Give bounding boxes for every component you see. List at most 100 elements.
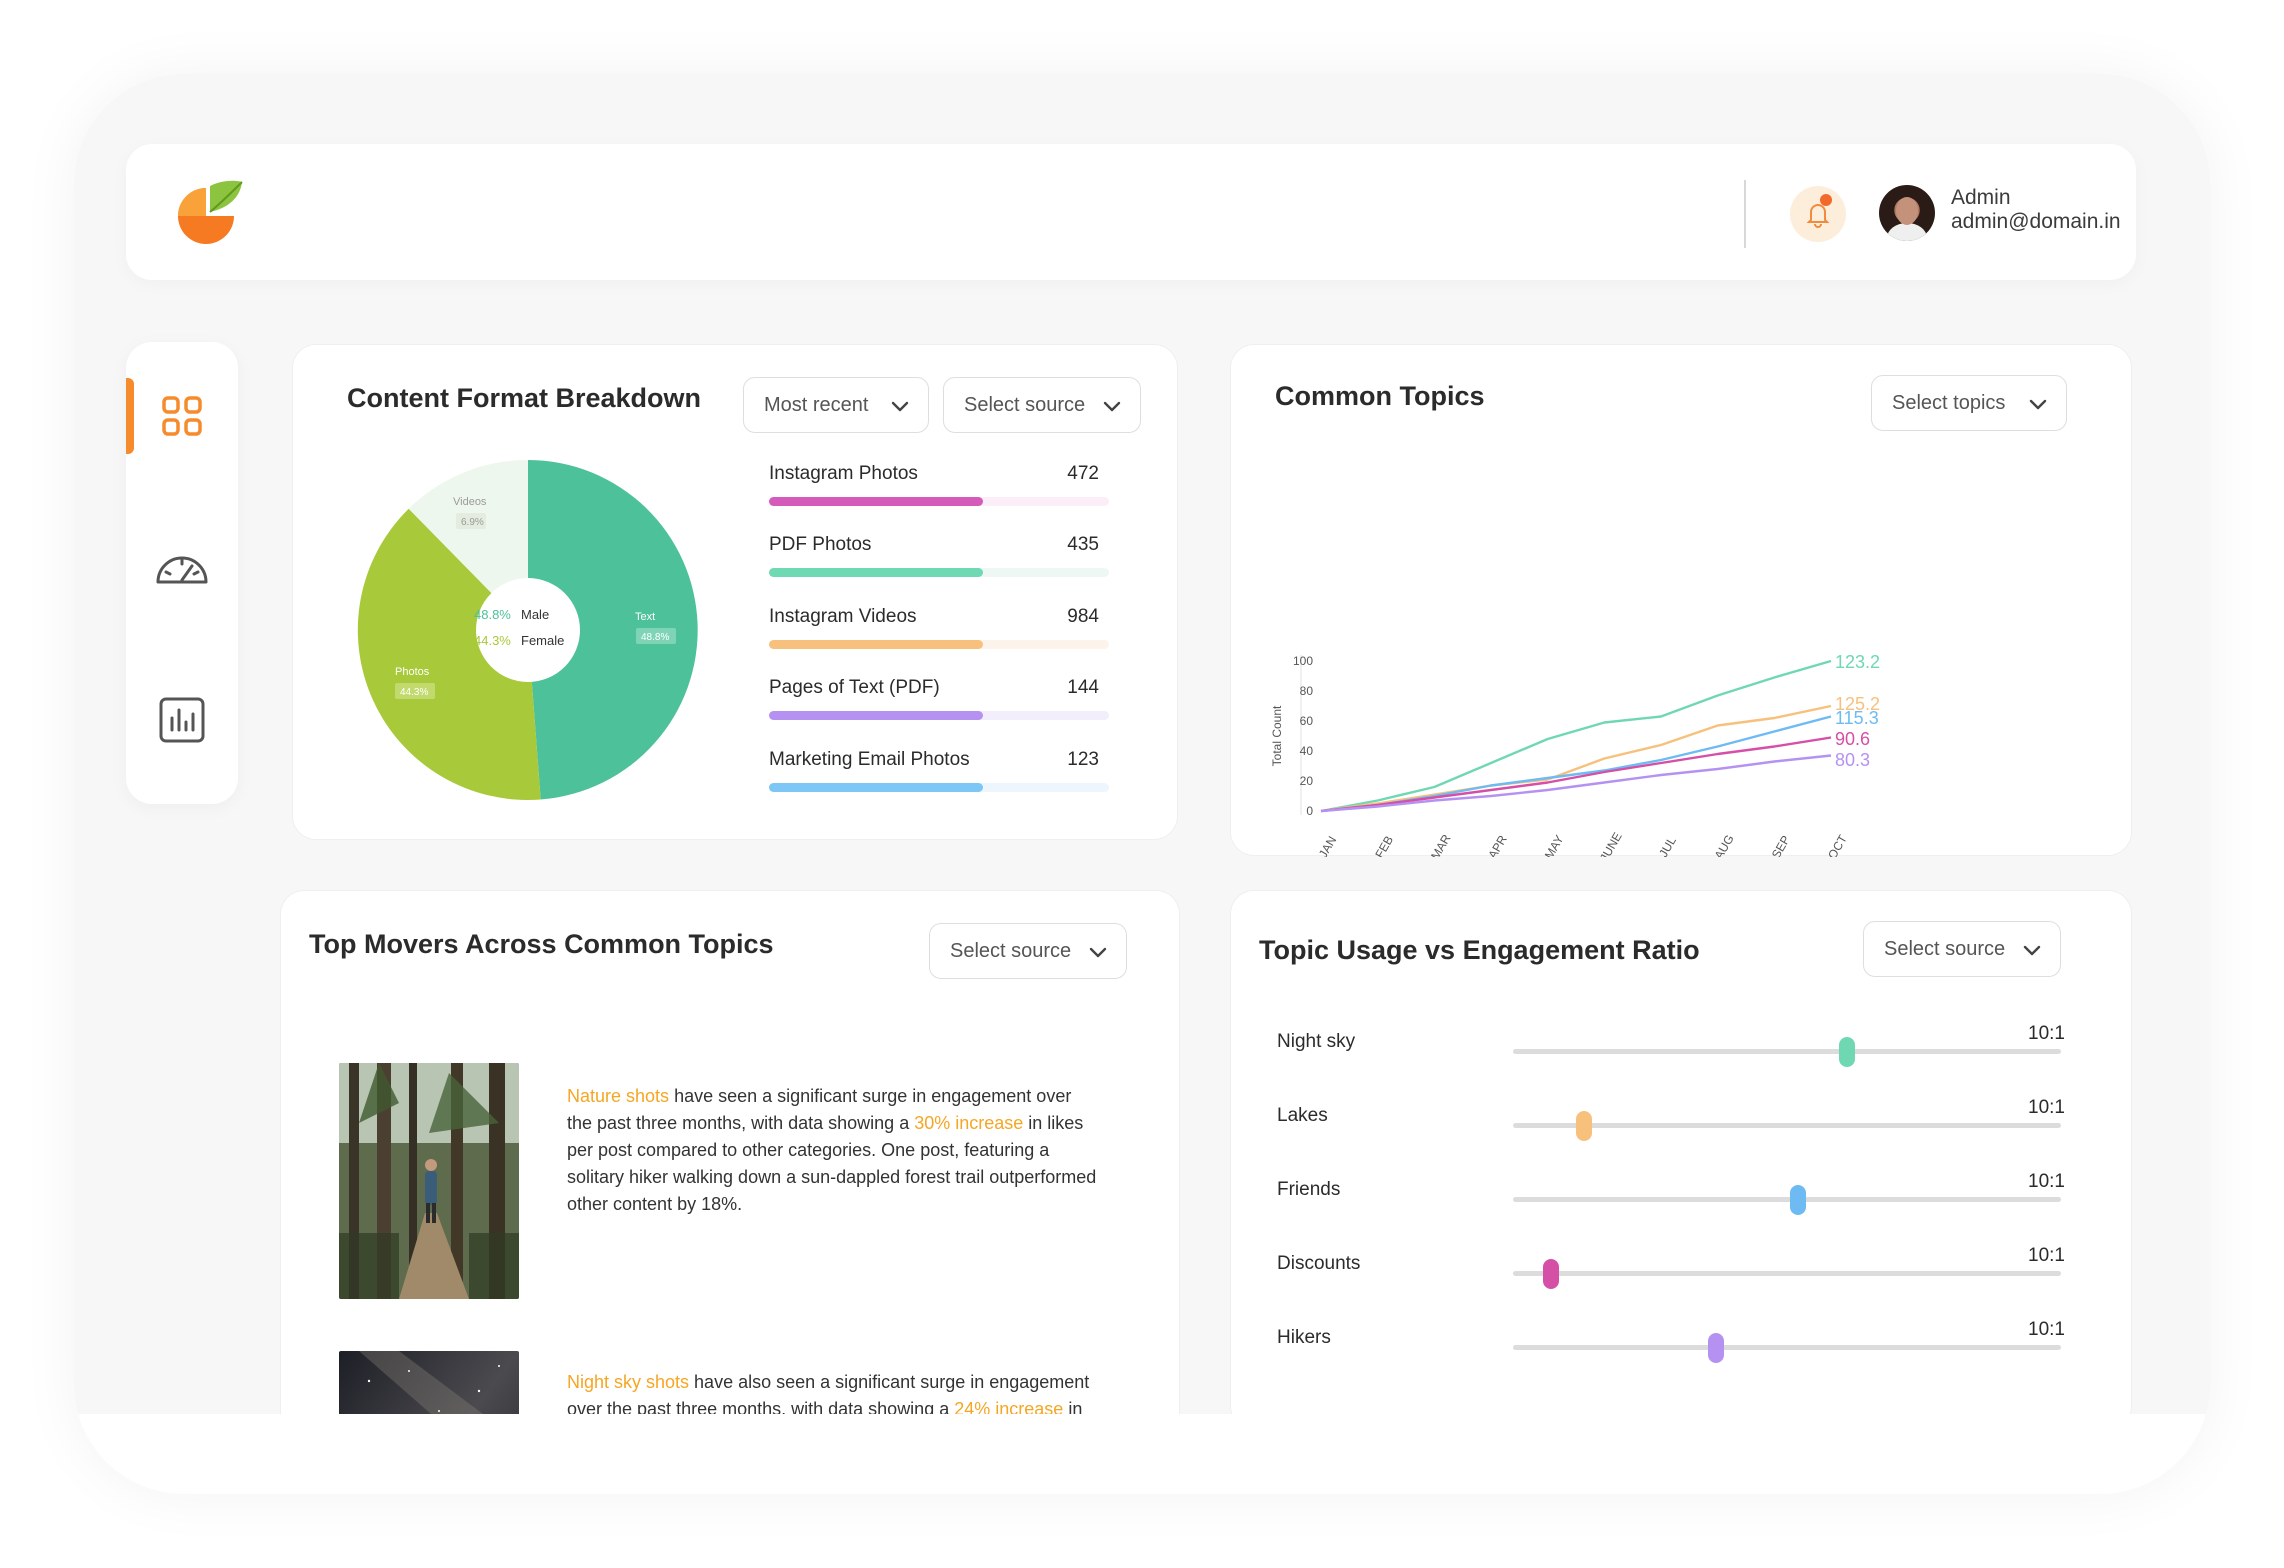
donut-slice-text[interactable] <box>528 460 698 800</box>
engagement-slider[interactable] <box>1513 1037 2061 1067</box>
format-row[interactable]: Pages of Text (PDF) 144 <box>769 677 1109 720</box>
format-row-fill <box>769 783 984 792</box>
slice-videos-pct: 6.9% <box>461 517 484 528</box>
topic-usage-title: Topic Usage vs Engagement Ratio <box>1259 935 1700 965</box>
y-tick-label: 40 <box>1300 744 1314 758</box>
chevron-down-icon <box>1089 947 1107 958</box>
most-recent-select-value: Most recent <box>764 393 869 416</box>
slider-label: Night sky <box>1277 1031 1356 1052</box>
y-axis-label: Total Count <box>1270 705 1284 766</box>
slider-label: Lakes <box>1277 1105 1328 1126</box>
slider-thumb[interactable] <box>1707 1333 1724 1363</box>
bar-chart-icon <box>159 697 205 743</box>
x-tick-label: JUL <box>1656 834 1679 857</box>
chevron-down-icon <box>2029 399 2047 410</box>
x-tick-label: MAR <box>1428 832 1454 857</box>
format-row[interactable]: Marketing Email Photos 123 <box>769 749 1109 792</box>
topic-usage-source-value: Select source <box>1884 937 2006 960</box>
format-row-label: Marketing Email Photos <box>769 749 970 770</box>
sidebar-item-dashboard[interactable] <box>154 388 210 444</box>
series-line[interactable] <box>1320 659 1832 813</box>
slider-ratio: 10:1 <box>2028 1171 2065 1192</box>
format-row-track <box>769 640 1109 649</box>
y-tick-label: 20 <box>1300 774 1314 788</box>
slider-label: Discounts <box>1277 1253 1361 1274</box>
mover-summary-1: Nature shots have seen a significant sur… <box>567 1083 1097 1218</box>
format-row-track <box>769 711 1109 720</box>
slider-ratio: 10:1 <box>2028 1097 2065 1118</box>
sidebar-item-performance[interactable] <box>154 540 210 596</box>
mover-2-highlight-topic[interactable]: Night sky shots <box>567 1372 690 1392</box>
slice-videos-label: Videos <box>453 496 487 508</box>
notification-button[interactable] <box>1790 186 1846 242</box>
series-end-label: 115.3 <box>1835 708 1879 728</box>
series-end-label: 90.6 <box>1835 729 1870 749</box>
engagement-slider[interactable] <box>1513 1185 2061 1215</box>
header-divider <box>1744 180 1746 248</box>
format-row-fill <box>769 640 984 649</box>
slice-photos-pct: 44.3% <box>400 687 428 698</box>
top-movers-title: Top Movers Across Common Topics <box>309 929 774 959</box>
format-row-value: 144 <box>1067 677 1099 698</box>
sidebar <box>126 342 238 804</box>
logo-icon[interactable] <box>170 174 250 254</box>
format-row-label: Instagram Photos <box>769 463 918 484</box>
x-tick-label: MAY <box>1542 833 1567 857</box>
slider-label: Friends <box>1277 1179 1341 1200</box>
format-row-label: Instagram Videos <box>769 606 917 627</box>
engagement-slider[interactable] <box>1513 1333 2061 1363</box>
top-movers-source-select[interactable]: Select source <box>929 923 1127 979</box>
format-row-value: 435 <box>1067 534 1099 555</box>
forest-hiker-photo[interactable] <box>339 1063 519 1299</box>
topic-usage-source-select[interactable]: Select source <box>1863 921 2061 977</box>
series-line[interactable] <box>1320 736 1832 813</box>
x-tick-label: OCT <box>1825 832 1850 857</box>
top-header: Admin admin@domain.in <box>126 144 2136 280</box>
chevron-down-icon <box>1103 401 1121 412</box>
engagement-slider[interactable] <box>1513 1111 2061 1141</box>
chevron-down-icon <box>2023 945 2041 956</box>
format-row[interactable]: Instagram Photos 472 <box>769 463 1109 506</box>
grid-icon <box>162 396 202 436</box>
format-row-track <box>769 497 1109 506</box>
slider-thumb[interactable] <box>1789 1185 1806 1215</box>
notification-dot <box>1820 194 1832 206</box>
series-end-label: 123.2 <box>1835 652 1880 672</box>
donut-male-pct: 48.8% <box>474 607 511 622</box>
common-topics-line-chart: Total Count 0 20 40 60 80 100 JAN FEB MAR APR MAY JU… <box>1270 652 1880 857</box>
x-tick-label: AUG <box>1712 832 1737 857</box>
slider-ratio: 10:1 <box>2028 1319 2065 1340</box>
admin-name: Admin <box>1951 186 2011 209</box>
x-tick-label: APR <box>1485 833 1510 857</box>
format-row-label: Pages of Text (PDF) <box>769 677 940 698</box>
format-row[interactable]: PDF Photos 435 <box>769 534 1109 577</box>
top-movers-source-value: Select source <box>950 939 1072 962</box>
slider-ratio: 10:1 <box>2028 1023 2065 1044</box>
sidebar-active-indicator <box>126 378 134 454</box>
format-row-track <box>769 783 1109 792</box>
topics-select[interactable]: Select topics <box>1871 375 2067 431</box>
slider-thumb[interactable] <box>1576 1111 1593 1141</box>
slider-label: Hikers <box>1277 1327 1331 1348</box>
most-recent-select[interactable]: Most recent <box>743 377 929 433</box>
avatar[interactable] <box>1879 185 1935 241</box>
frame-bottom-fade <box>74 1414 2210 1494</box>
format-row-fill <box>769 568 984 577</box>
mover-1-highlight-topic[interactable]: Nature shots <box>567 1086 670 1106</box>
common-topics-card: Common Topics Select topics Total Count 0… <box>1230 344 2132 857</box>
slider-thumb[interactable] <box>1839 1037 1856 1067</box>
source-select[interactable]: Select source <box>943 377 1141 433</box>
engagement-slider[interactable] <box>1513 1259 2061 1289</box>
format-row-label: PDF Photos <box>769 534 872 555</box>
series-line[interactable] <box>1320 704 1832 813</box>
mover-1-highlight-increase[interactable]: 30% increase <box>914 1113 1024 1133</box>
donut-slice-photos[interactable] <box>357 508 541 800</box>
slider-thumb[interactable] <box>1543 1259 1560 1289</box>
top-movers-card: Top Movers Across Common Topics Select s… <box>280 890 1180 1494</box>
format-row[interactable]: Instagram Videos 984 <box>769 606 1109 649</box>
sidebar-item-reports[interactable] <box>154 692 210 748</box>
series-line[interactable] <box>1320 754 1832 813</box>
format-donut-chart: 48.8% Male 44.3% Female Videos 6.9% Text… <box>357 459 698 800</box>
source-select-value: Select source <box>964 393 1086 416</box>
topic-usage-card: Topic Usage vs Engagement Ratio Select s… <box>1230 890 2132 1430</box>
